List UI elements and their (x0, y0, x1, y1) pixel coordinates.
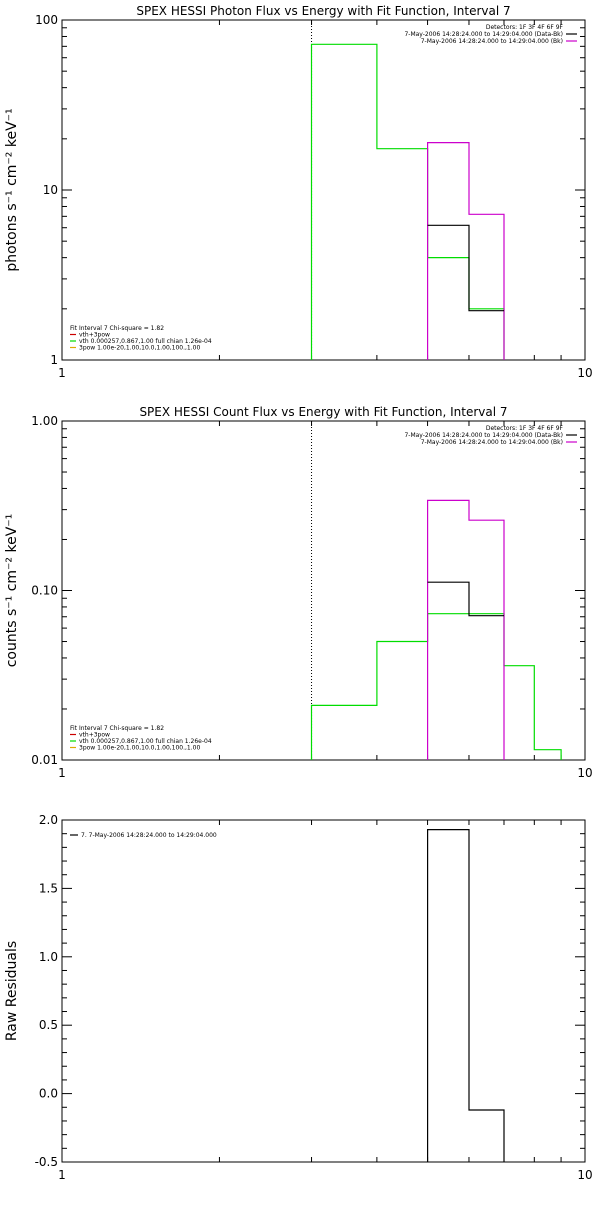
y-tick-label: 1 (50, 353, 58, 367)
plot-frame (61, 19, 586, 361)
series-line-1 (310, 43, 505, 360)
y-tick-label: 1.0 (39, 950, 58, 964)
y-tick-label: 0.01 (31, 753, 58, 767)
legend-header: Fit Interval 7 Chi-square = 1.82 (70, 725, 164, 732)
series-line-1 (427, 828, 505, 1162)
legend-entry-label: vth+3pow (79, 332, 110, 339)
y-tick-label: 1.00 (31, 414, 58, 428)
chart-panel-1: SPEX HESSI Photon Flux vs Energy with Fi… (4, 4, 593, 380)
legend-entry-label: vth+3pow (79, 732, 110, 739)
series-line-1 (310, 613, 562, 760)
series-line-2 (427, 499, 505, 760)
legend-entry-label: 3pow 1.00e-20,1.00,10.0,1.00,100.,1.00 (79, 345, 200, 352)
series-line-3 (427, 224, 504, 312)
legend-entry-label: 7. 7-May-2006 14:28:24.000 to 14:29:04.0… (81, 832, 217, 839)
chart-title: SPEX HESSI Photon Flux vs Energy with Fi… (136, 4, 510, 18)
chart-title: SPEX HESSI Count Flux vs Energy with Fit… (139, 405, 507, 419)
x-tick-label: 10 (577, 1168, 592, 1182)
y-axis-label: counts s⁻¹ cm⁻² keV⁻¹ (4, 514, 20, 668)
plot-frame (61, 819, 586, 1163)
x-tick-label: 1 (58, 1168, 66, 1182)
legend-entry-label: 7-May-2006 14:28:24.000 to 14:29:04.000 … (404, 432, 563, 439)
legend-entry-label: 7-May-2006 14:28:24.000 to 14:29:04.000 … (421, 38, 563, 45)
y-tick-label: -0.5 (35, 1155, 58, 1169)
x-tick-label: 10 (577, 366, 592, 380)
legend-entry-label: 7-May-2006 14:28:24.000 to 14:29:04.000 … (421, 439, 563, 446)
legend-header: Detectors: 1F 3F 4F 6F 9F (486, 425, 564, 432)
y-tick-label: 10 (43, 183, 58, 197)
legend-entry-label: vth 0.000257,0.867,1.00 full chian 1.26e… (79, 738, 212, 745)
chart-panel-3: 1 10 -0.5 0.0 0.5 1.0 1.5 2.0 Raw Residuals 7. 7-… (4, 813, 593, 1182)
chart-panel-2: SPEX HESSI Count Flux vs Energy with Fit… (4, 405, 593, 780)
y-tick-label: 2.0 (39, 813, 58, 827)
series-line-3 (427, 581, 504, 617)
y-axis-label: Raw Residuals (4, 941, 20, 1041)
legend-entry-label: 7-May-2006 14:28:24.000 to 14:29:04.000 … (404, 31, 563, 38)
x-tick-label: 1 (58, 766, 66, 780)
x-tick-label: 10 (577, 766, 592, 780)
x-tick-label: 1 (58, 366, 66, 380)
y-tick-label: 1.5 (39, 881, 58, 895)
legend-header: Detectors: 1F 3F 4F 6F 9F (486, 24, 564, 31)
y-tick-label: 0.10 (31, 584, 58, 598)
legend-entry-label: vth 0.000257,0.867,1.00 full chian 1.26e… (79, 338, 212, 345)
y-tick-label: 0.0 (39, 1087, 58, 1101)
y-axis-label: photons s⁻¹ cm⁻² keV⁻¹ (4, 108, 20, 271)
legend-entry-label: 3pow 1.00e-20,1.00,10.0,1.00,100.,1.00 (79, 745, 200, 752)
plot-frame (61, 420, 586, 761)
legend-header: Fit Interval 7 Chi-square = 1.82 (70, 325, 164, 332)
y-tick-label: 0.5 (39, 1018, 58, 1032)
series-line-2 (427, 142, 505, 360)
y-tick-label: 100 (35, 13, 58, 27)
